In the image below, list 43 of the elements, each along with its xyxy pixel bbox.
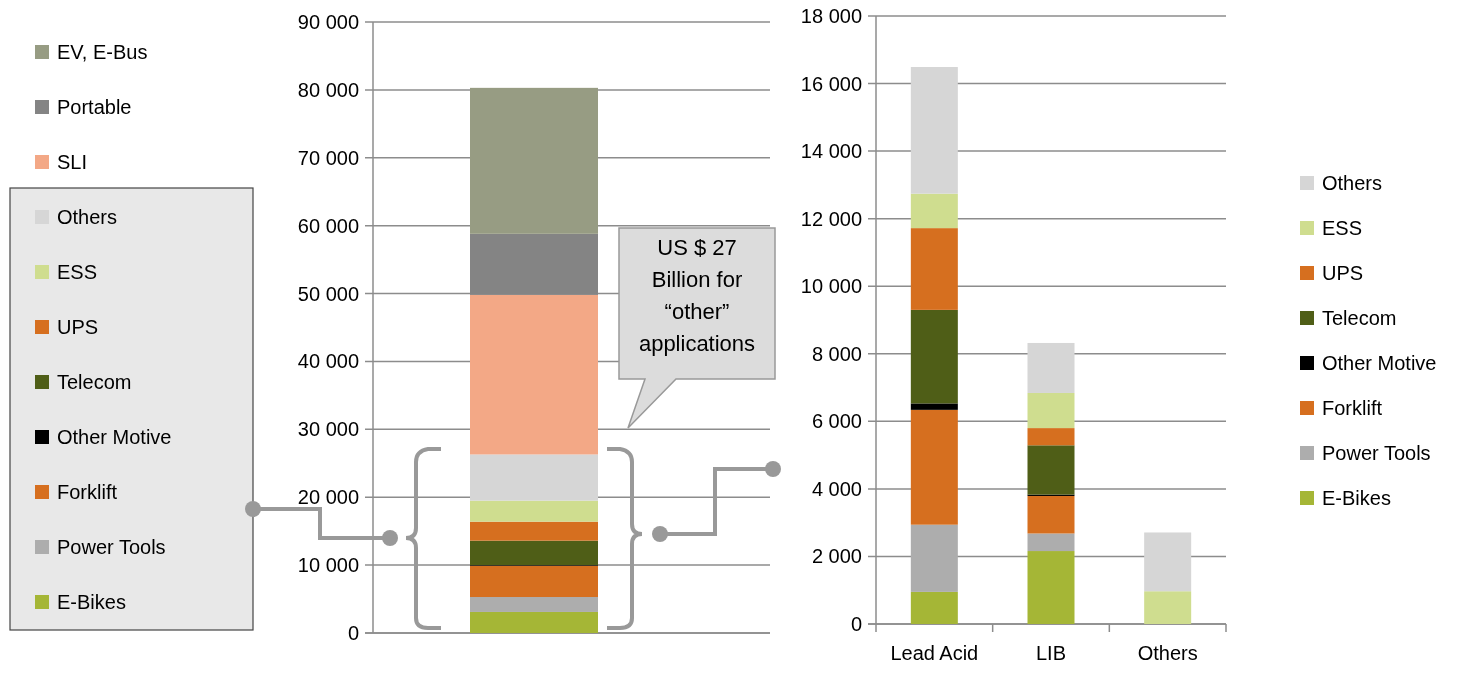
y-tick-label: 0: [347, 622, 359, 644]
legend-label: E-Bikes: [1322, 487, 1391, 509]
legend-label: Telecom: [57, 371, 132, 393]
y-tick-label: 4 000: [811, 477, 862, 500]
legend-label: ESS: [1322, 217, 1363, 239]
y-tick-label: 30 000: [297, 418, 359, 441]
y-tick-label: 0: [850, 613, 862, 635]
legend-label: ESS: [57, 261, 98, 283]
y-tick-label: 50 000: [297, 282, 359, 305]
legend-label: Others: [1322, 172, 1383, 194]
y-tick-label: 14 000: [800, 140, 862, 163]
legend-label: Portable: [57, 96, 132, 118]
y-tick-label: 70 000: [297, 146, 359, 169]
legend-label: EV, E-Bus: [57, 41, 148, 63]
y-tick-label: 18 000: [800, 5, 862, 27]
y-tick-label: 16 000: [800, 72, 862, 95]
y-tick-label: 60 000: [297, 214, 359, 237]
legend-label: Others: [57, 206, 118, 228]
y-tick-label: 10 000: [800, 275, 862, 298]
legend-label: Telecom: [1322, 307, 1397, 329]
y-tick-label: 80 000: [297, 78, 359, 101]
legend-label: UPS: [1322, 262, 1364, 284]
y-tick-label: 12 000: [800, 207, 862, 230]
y-tick-label: 10 000: [297, 554, 359, 577]
legend-label: SLI: [57, 151, 88, 173]
legend-label: UPS: [57, 316, 99, 338]
y-tick-label: 20 000: [297, 486, 359, 509]
x-tick-label: Lead Acid: [890, 642, 979, 664]
legend-label: Power Tools: [57, 536, 166, 558]
legend-label: Power Tools: [1322, 442, 1431, 464]
legend-label: Forklift: [57, 481, 118, 503]
legend-label: Other Motive: [57, 426, 172, 448]
legend-label: Forklift: [1322, 397, 1383, 419]
y-tick-label: 2 000: [811, 545, 862, 568]
annotation: US $ 27 Billion for “other” applications: [638, 235, 756, 356]
legend-label: E-Bikes: [57, 591, 126, 613]
legend-label: Other Motive: [1322, 352, 1437, 374]
y-tick-label: 40 000: [297, 350, 359, 373]
y-tick-label: 90 000: [297, 11, 359, 33]
y-tick-label: 6 000: [811, 410, 862, 433]
x-tick-label: Others: [1137, 642, 1198, 664]
y-tick-label: 8 000: [811, 342, 862, 365]
x-tick-label: LIB: [1035, 642, 1067, 664]
